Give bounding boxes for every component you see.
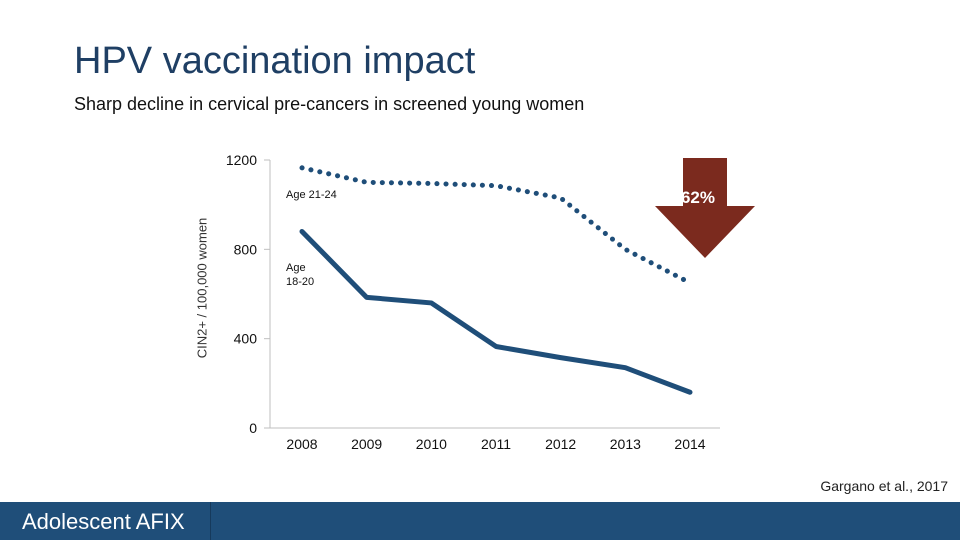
x-tick-label: 2013	[610, 436, 641, 452]
series-label-age-21-24: Age 21-24	[286, 189, 337, 201]
x-tick-label: 2011	[481, 436, 511, 452]
decline-arrow-shape	[655, 158, 755, 258]
footer-label: Adolescent AFIX	[22, 509, 185, 534]
series-line-age-18-20	[299, 228, 693, 395]
y-tick-label: 800	[234, 241, 258, 257]
y-tick-label: 400	[234, 331, 258, 347]
slide-title: HPV vaccination impact	[74, 40, 476, 82]
decline-percent-label: 62%	[681, 188, 715, 207]
x-tick-label: 2014	[674, 436, 705, 452]
axes	[269, 160, 720, 429]
decline-arrow: 62%	[655, 158, 755, 258]
y-ticks: 0 400 800 1200	[226, 152, 270, 436]
x-ticks: 2008 2009 2010 2011 2012 2013 2014	[286, 436, 705, 452]
x-tick-label: 2008	[286, 436, 317, 452]
citation: Gargano et al., 2017	[820, 478, 948, 494]
x-tick-label: 2012	[545, 436, 576, 452]
series-label-age-18-20-line2: 18-20	[286, 276, 314, 288]
x-tick-label: 2009	[351, 436, 382, 452]
y-tick-label: 1200	[226, 152, 257, 168]
series-line-age-21-24	[299, 165, 693, 286]
slide-subtitle: Sharp decline in cervical pre-cancers in…	[74, 94, 585, 114]
y-tick-label: 0	[249, 420, 257, 436]
footer-panel: Adolescent AFIX	[0, 502, 211, 540]
series-layer	[299, 165, 693, 395]
x-tick-label: 2010	[416, 436, 447, 452]
series-label-age-18-20-line1: Age	[286, 262, 306, 274]
